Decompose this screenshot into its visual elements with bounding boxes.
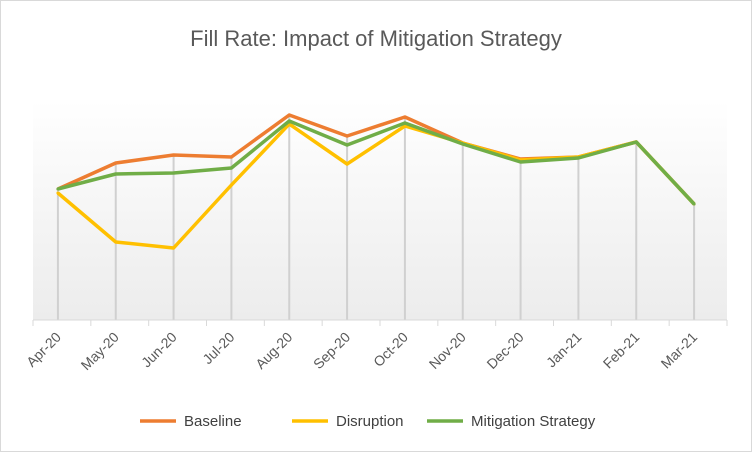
data-point [634, 140, 638, 144]
data-point [692, 202, 696, 206]
data-point [56, 187, 60, 191]
data-point [461, 142, 465, 146]
data-point [345, 162, 349, 166]
legend-item: Mitigation Strategy [427, 413, 596, 430]
legend-label: Disruption [336, 413, 404, 430]
data-point [229, 166, 233, 170]
data-point [172, 171, 176, 175]
data-point [172, 153, 176, 157]
plot-area [33, 100, 727, 320]
data-point [345, 143, 349, 147]
legend-item: Disruption [292, 413, 404, 430]
data-point [287, 119, 291, 123]
data-point [345, 134, 349, 138]
data-point [114, 240, 118, 244]
data-point [287, 113, 291, 117]
legend-item: Baseline [140, 413, 242, 430]
data-point [403, 115, 407, 119]
data-point [576, 156, 580, 160]
data-point [519, 160, 523, 164]
data-point [56, 191, 60, 195]
legend-label: Mitigation Strategy [471, 413, 596, 430]
data-point [172, 246, 176, 250]
data-point [114, 161, 118, 165]
chart-title: Fill Rate: Impact of Mitigation Strategy [190, 26, 562, 51]
data-point [229, 183, 233, 187]
data-point [403, 121, 407, 125]
legend-label: Baseline [184, 413, 242, 430]
series-line-mitigation-strategy [57, 119, 696, 206]
data-point [229, 155, 233, 159]
data-point [114, 172, 118, 176]
data-point [403, 124, 407, 128]
